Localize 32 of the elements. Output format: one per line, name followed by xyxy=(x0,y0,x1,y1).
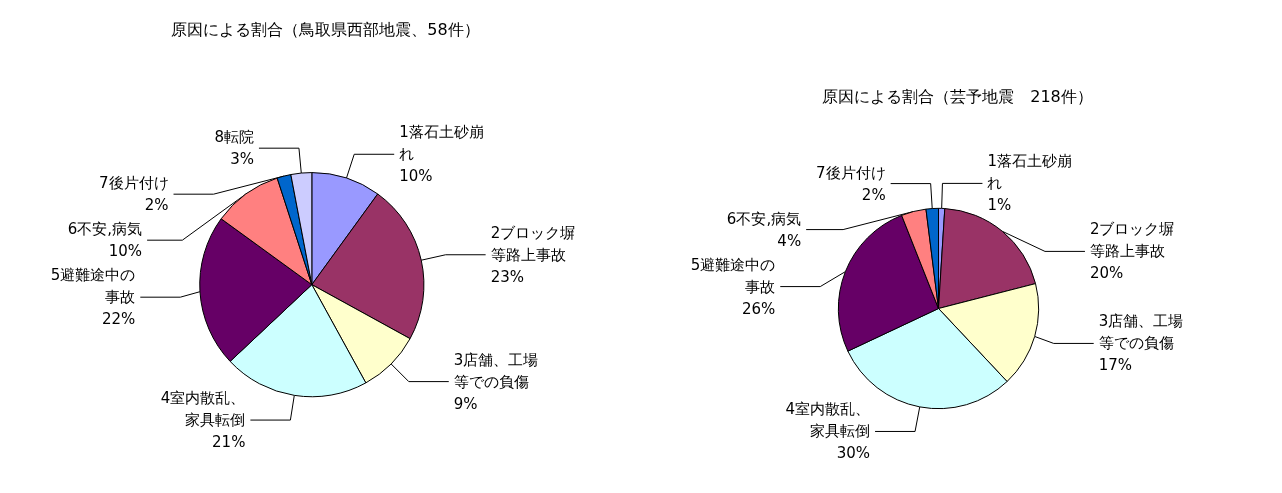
data-label: 23% xyxy=(490,267,524,286)
data-label: 30% xyxy=(836,444,871,463)
data-label: 3% xyxy=(230,150,254,169)
data-label: 22% xyxy=(101,310,136,329)
slice-label: 4室内散乱、家具転倒 xyxy=(160,389,246,430)
slice-label: 6不安,病気 xyxy=(67,220,143,239)
data-label: 17% xyxy=(1098,356,1133,375)
data-label: 10% xyxy=(399,167,433,186)
data-label: 26% xyxy=(741,299,776,318)
data-label: 21% xyxy=(212,433,246,452)
data-label: 10% xyxy=(108,242,143,261)
slice-label: 2ブロック塀等路上事故 xyxy=(490,223,576,264)
slice-label: 7後片付け xyxy=(98,174,169,193)
data-label: 1% xyxy=(987,196,1012,215)
data-label: 2% xyxy=(144,196,169,215)
slice-label: 8転院 xyxy=(214,128,254,147)
chart-title: 原因による割合（鳥取県西部地震、58件） xyxy=(171,19,480,39)
slice-label: 3店舗、工場等での負傷 xyxy=(1098,312,1184,353)
slice-label: 5避難途中の事故 xyxy=(50,266,136,307)
data-label: 4% xyxy=(777,231,802,250)
slice-label: 2ブロック塀等路上事故 xyxy=(1089,220,1175,261)
slice-label: 3店舗、工場等での負傷 xyxy=(453,350,539,391)
slice-label: 1落石土砂崩れ xyxy=(399,123,484,164)
data-label: 20% xyxy=(1089,264,1124,283)
slice-label: 6不安,病気 xyxy=(726,209,802,228)
data-label: 9% xyxy=(453,394,478,413)
slice-label: 4室内散乱、家具転倒 xyxy=(785,400,871,441)
slice-label: 5避難途中の事故 xyxy=(690,255,776,296)
data-label: 2% xyxy=(861,185,886,204)
slice-label: 1落石土砂崩れ xyxy=(987,152,1072,193)
slice-label: 7後片付け xyxy=(816,163,886,182)
chart-title: 原因による割合（芸予地震 218件） xyxy=(822,86,1093,106)
